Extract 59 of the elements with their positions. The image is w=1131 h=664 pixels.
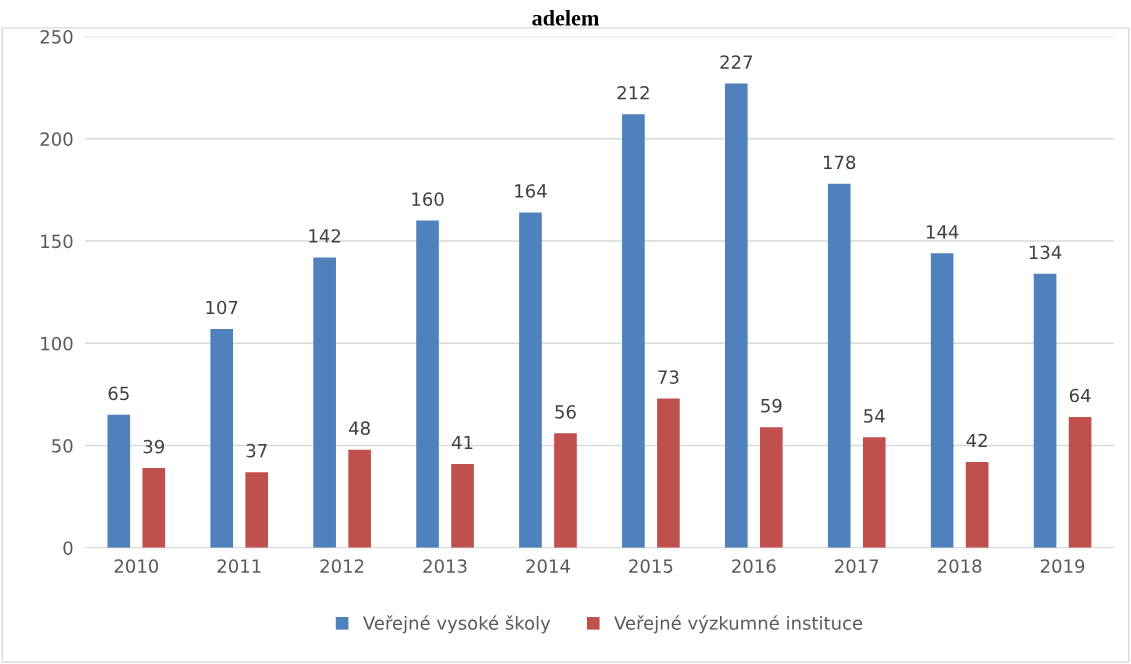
data-label: 142 bbox=[309, 229, 341, 243]
x-tick-label: 2015 bbox=[629, 559, 673, 573]
bar bbox=[759, 427, 783, 548]
x-tick-label: 2011 bbox=[217, 559, 261, 573]
bar bbox=[107, 414, 131, 548]
bar bbox=[862, 437, 886, 548]
y-tick-label: 250 bbox=[40, 29, 73, 44]
data-label: 42 bbox=[966, 433, 987, 448]
x-tick-label: 2016 bbox=[732, 559, 776, 573]
bar bbox=[724, 83, 748, 548]
legend-label: Veřejné výzkumné instituce bbox=[614, 615, 863, 634]
chart-title: adelem bbox=[532, 9, 600, 26]
bar bbox=[1068, 416, 1092, 548]
data-label: 178 bbox=[823, 155, 856, 170]
data-label: 56 bbox=[555, 405, 576, 419]
data-label: 144 bbox=[926, 225, 959, 239]
legend-label: Veřejné vysoké školy bbox=[363, 615, 551, 634]
bar bbox=[1033, 273, 1057, 548]
data-label: 107 bbox=[206, 300, 238, 315]
bar bbox=[313, 257, 336, 548]
bar bbox=[245, 472, 269, 548]
x-tick-label: 2018 bbox=[938, 559, 982, 573]
x-tick-label: 2017 bbox=[835, 559, 879, 573]
y-tick-label: 200 bbox=[40, 132, 73, 146]
bar bbox=[554, 433, 577, 548]
data-label: 73 bbox=[658, 370, 679, 384]
data-label: 54 bbox=[864, 409, 885, 423]
bar bbox=[965, 461, 989, 548]
bar bbox=[657, 398, 680, 548]
bar bbox=[416, 220, 439, 548]
x-tick-label: 2010 bbox=[114, 559, 159, 573]
bar bbox=[348, 449, 371, 548]
data-label: 64 bbox=[1069, 388, 1091, 403]
bar bbox=[622, 114, 645, 548]
data-label: 41 bbox=[451, 435, 473, 450]
data-label: 134 bbox=[1029, 245, 1062, 260]
x-tick-label: 2012 bbox=[320, 559, 364, 573]
x-tick-label: 2019 bbox=[1040, 559, 1085, 573]
data-label: 227 bbox=[720, 55, 752, 69]
bar bbox=[930, 253, 954, 548]
bar bbox=[142, 468, 166, 548]
data-label: 160 bbox=[412, 192, 444, 206]
y-tick-label: 0 bbox=[63, 541, 73, 555]
data-label: 65 bbox=[108, 386, 129, 401]
x-tick-label: 2014 bbox=[526, 559, 570, 573]
data-label: 48 bbox=[349, 421, 370, 436]
data-label: 59 bbox=[761, 398, 782, 413]
bar bbox=[451, 463, 474, 548]
y-tick-label: 100 bbox=[41, 336, 73, 351]
bar bbox=[210, 328, 234, 548]
data-label: 39 bbox=[143, 439, 164, 454]
bar bbox=[827, 183, 851, 548]
data-label: 37 bbox=[246, 443, 267, 458]
y-tick-label: 50 bbox=[52, 439, 73, 453]
data-label: 212 bbox=[617, 85, 649, 100]
data-label: 164 bbox=[515, 184, 547, 198]
y-tick-label: 150 bbox=[41, 234, 73, 249]
bar bbox=[519, 212, 542, 548]
x-tick-label: 2013 bbox=[423, 559, 467, 573]
